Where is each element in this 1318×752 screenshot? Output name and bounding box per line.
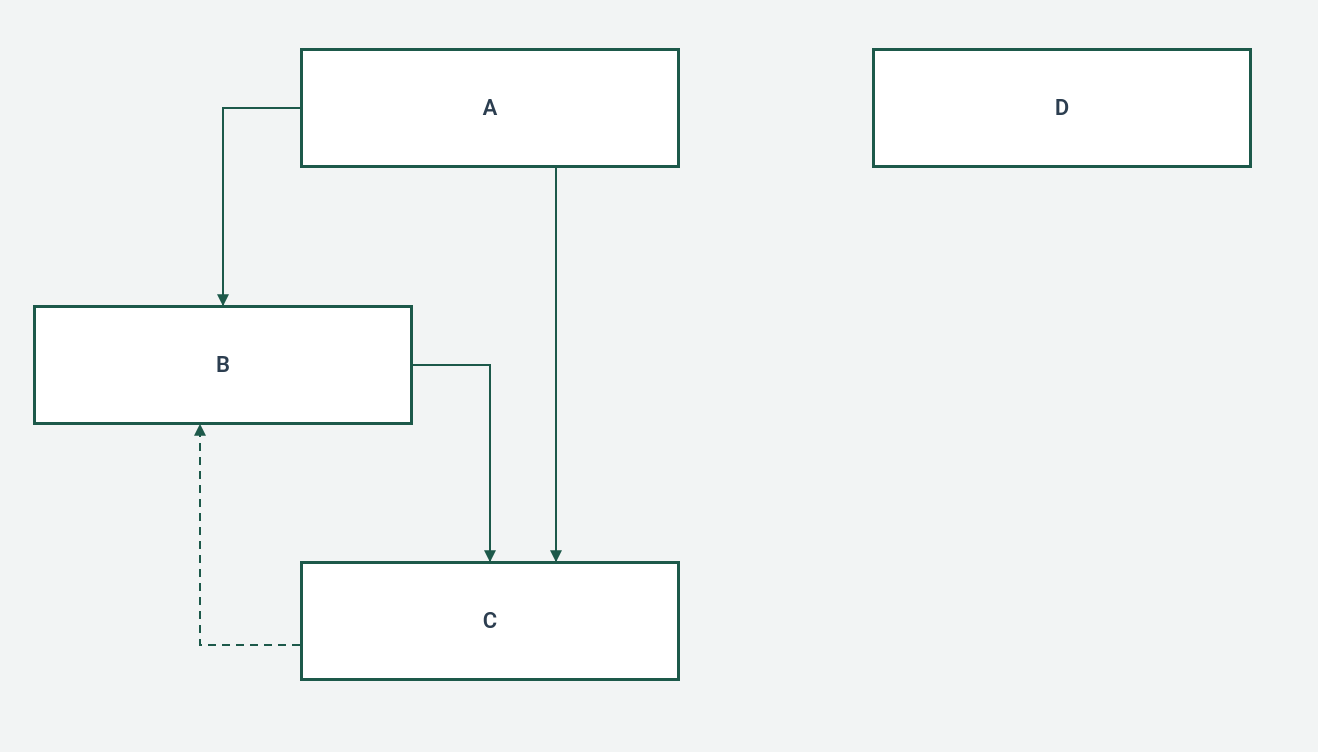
node-label-D: D <box>1055 96 1069 121</box>
node-B: B <box>33 305 413 425</box>
edge-C-B <box>200 425 300 645</box>
node-C: C <box>300 561 680 681</box>
node-label-B: B <box>216 353 230 378</box>
edge-B-C <box>413 365 490 561</box>
node-label-C: C <box>483 609 497 634</box>
edge-A-B <box>223 108 300 305</box>
node-D: D <box>872 48 1252 168</box>
node-A: A <box>300 48 680 168</box>
node-label-A: A <box>483 96 498 121</box>
diagram-canvas: A B C D <box>0 0 1318 752</box>
